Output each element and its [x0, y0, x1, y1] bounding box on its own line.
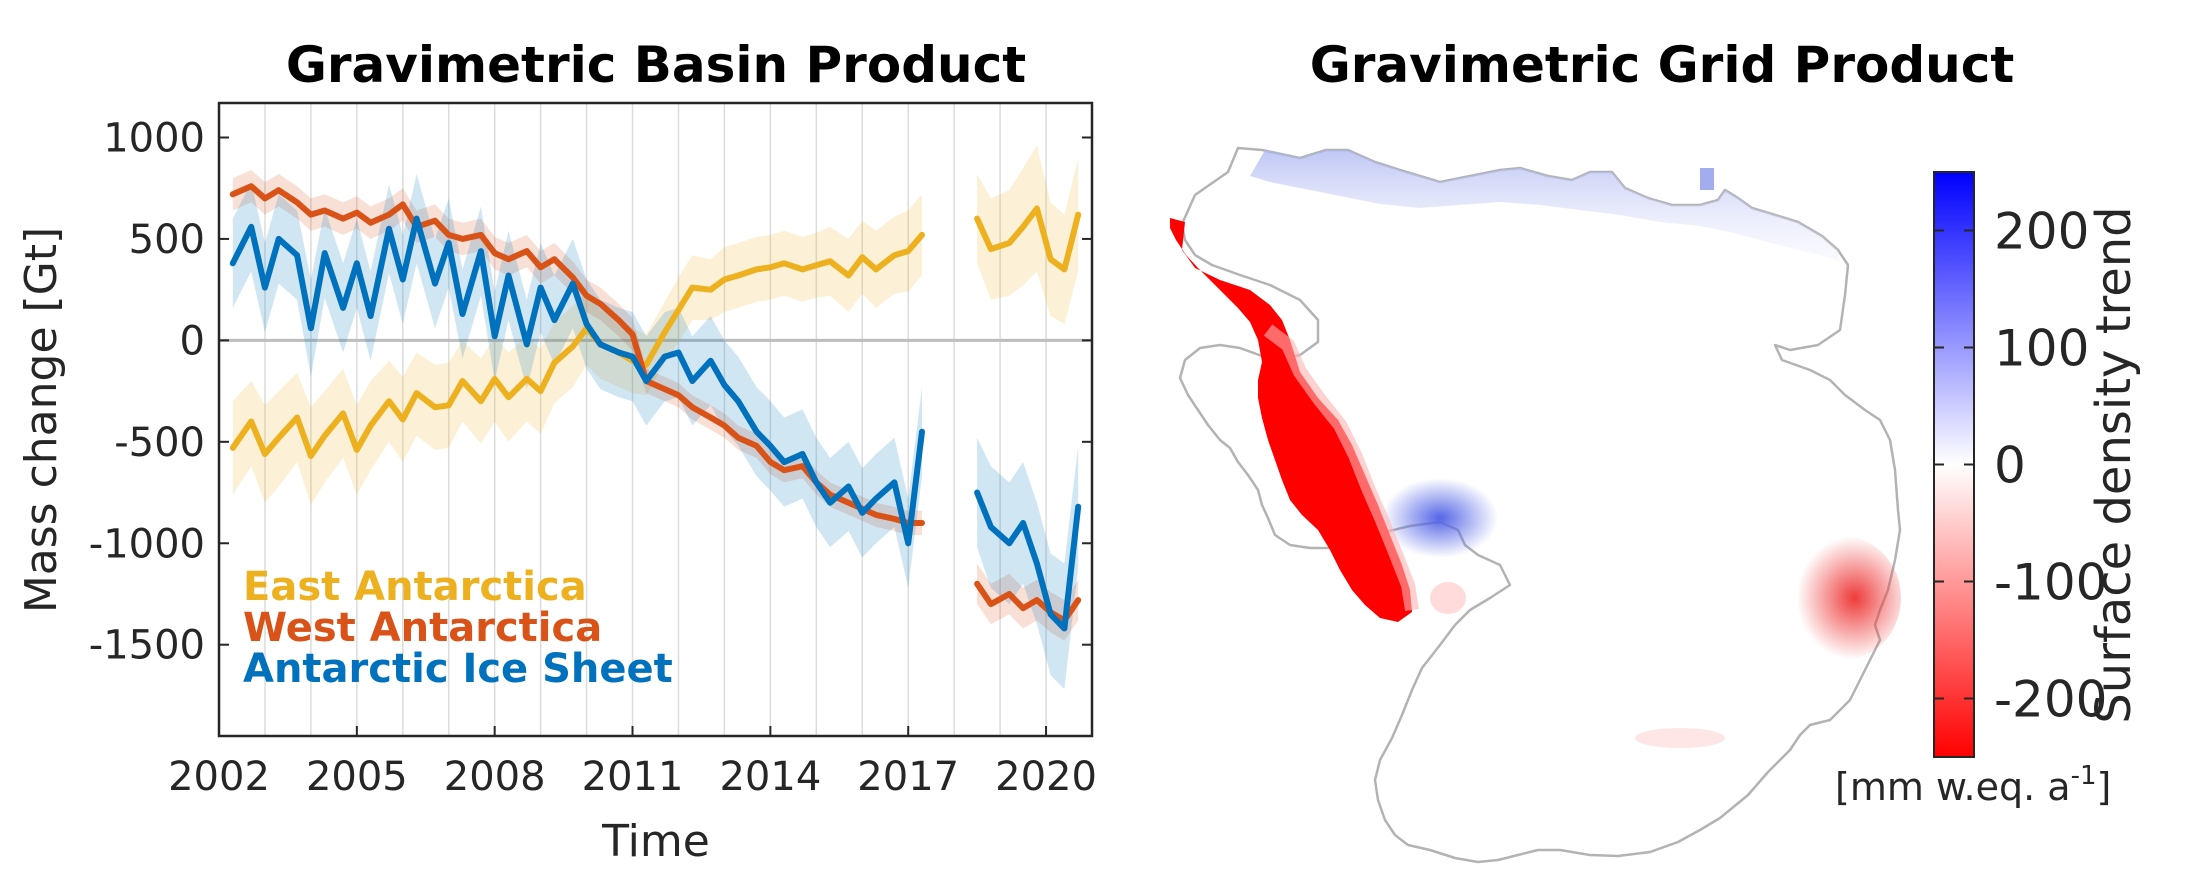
uncertainty-band-1 [977, 563, 1079, 641]
unit-exponent: -1 [2071, 761, 2097, 791]
y-tick-label: 0 [180, 318, 205, 364]
left-axis-ticks [218, 136, 1092, 736]
colorbar-tick-label: -100 [1994, 554, 2107, 612]
uncertainty-band-2 [977, 437, 1079, 690]
x-tick-label: 2014 [719, 754, 821, 800]
x-tick-label: 2020 [995, 754, 1097, 800]
series-line-2 [229, 215, 925, 547]
legend-entry: East Antarctica [243, 564, 587, 610]
unit-end: ] [2097, 765, 2112, 809]
right-chart-title: Gravimetric Grid Product [1310, 36, 2015, 94]
continent-fill [1178, 146, 1902, 864]
x-tick-label: 2011 [582, 754, 684, 800]
y-tick-label: -1000 [89, 521, 205, 567]
colorbar-label: Surface density trend [2086, 206, 2142, 723]
x-axis-label: Time [601, 816, 710, 867]
colorbar-tick-label: 100 [1994, 320, 2089, 378]
x-tick-label: 2008 [444, 754, 546, 800]
peninsula-negative [1170, 218, 1412, 622]
colorbar-tick-label: -200 [1994, 671, 2107, 729]
y-tick-label: -500 [114, 420, 205, 466]
wilkes-negative-spot [1635, 728, 1725, 748]
x-tick-label: 2002 [168, 754, 270, 800]
x-tick-labels: 2002 2005 2008 2011 2014 2017 2020 [168, 754, 1097, 800]
left-chart-title: Gravimetric Basin Product [286, 36, 1026, 94]
siple-positive-spot [1382, 478, 1498, 558]
colorbar-tick-label: 200 [1994, 203, 2089, 261]
colorbar-unit: [mm w.eq. a-1] [1835, 761, 2111, 809]
series-line-1 [974, 580, 1082, 624]
x-tick-label: 2005 [306, 754, 408, 800]
colorbar-tick-label: 0 [1994, 437, 2026, 495]
series-lines [229, 183, 1082, 632]
y-axis-label: Mass change [Gt] [16, 227, 67, 613]
y-tick-label: 500 [129, 217, 205, 263]
totten-negative-spot [1785, 536, 1901, 660]
dml-positive-spot [1700, 168, 1714, 190]
left-plot-frame [217, 101, 1094, 738]
series-line-0 [229, 231, 925, 459]
x-tick-label: 2017 [857, 754, 959, 800]
antarctica-map [1170, 146, 1902, 864]
legend-entry: West Antarctica [243, 605, 602, 651]
uncertainty-band-0 [977, 145, 1079, 325]
peninsula-negative-halo [1263, 324, 1419, 612]
y-tick-labels: 1000 500 0 -500 -1000 -1500 [89, 115, 205, 668]
left-gridlines [264, 103, 1047, 736]
y-tick-label: 1000 [103, 115, 205, 161]
ross-negative-spot [1430, 582, 1466, 614]
legend-entry: Antarctic Ice Sheet [243, 646, 673, 692]
colorbar-ticks: 200 100 0 -100 -200 [1934, 203, 2107, 729]
series-line-0 [974, 205, 1082, 273]
series-line-2 [974, 489, 1082, 632]
y-tick-label: -1500 [89, 623, 205, 669]
dml-positive-band [1250, 150, 1840, 262]
unit-base: [mm w.eq. a [1835, 765, 2071, 809]
